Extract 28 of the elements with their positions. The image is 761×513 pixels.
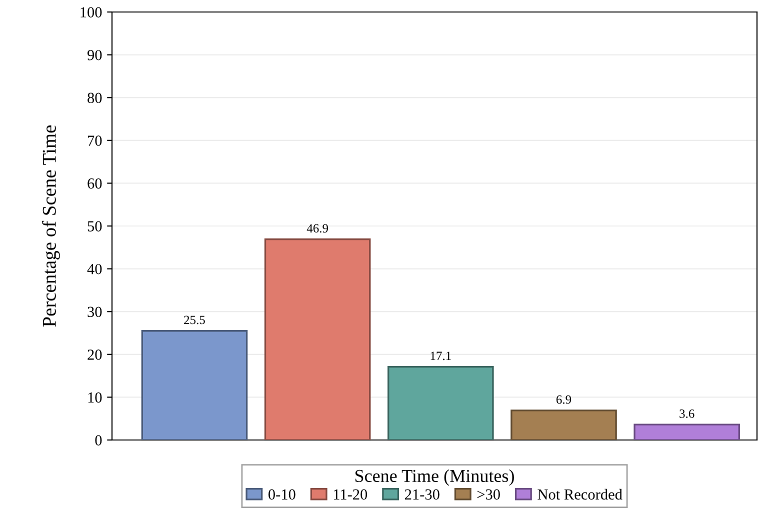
y-tick-label: 100	[80, 7, 102, 18]
y-axis-title: Percentage of Scene Time	[42, 125, 60, 327]
bar	[510, 410, 617, 440]
y-tick-label: 10	[88, 392, 102, 403]
legend-label: Not Recorded	[538, 488, 622, 500]
data-label: 3.6	[680, 409, 694, 418]
bar	[141, 330, 248, 440]
y-tick-label: 90	[87, 50, 102, 60]
y-tick-label: 70	[88, 136, 102, 146]
legend-label: 0-10	[268, 489, 296, 500]
y-tick-label: 50	[88, 221, 102, 232]
y-tick-label: 0	[95, 435, 102, 446]
data-label: 17.1	[430, 352, 451, 360]
data-label: 25.5	[184, 316, 205, 324]
y-tick-label: 60	[88, 178, 102, 189]
data-label: 6.9	[556, 395, 572, 404]
y-tick-label: 40	[87, 264, 102, 274]
legend-title: Scene Time (Minutes)	[355, 469, 514, 486]
bar	[634, 424, 740, 440]
legend-label: 21-30	[404, 489, 440, 500]
y-tick-label: 30	[88, 306, 102, 318]
y-tick-label: 80	[88, 92, 102, 104]
y-tick-label: 20	[88, 350, 102, 360]
bar	[264, 238, 371, 440]
bar	[388, 366, 494, 440]
data-label: 46.9	[306, 224, 328, 233]
legend-label: >30	[477, 489, 500, 500]
legend-label: 11-20	[334, 489, 368, 500]
